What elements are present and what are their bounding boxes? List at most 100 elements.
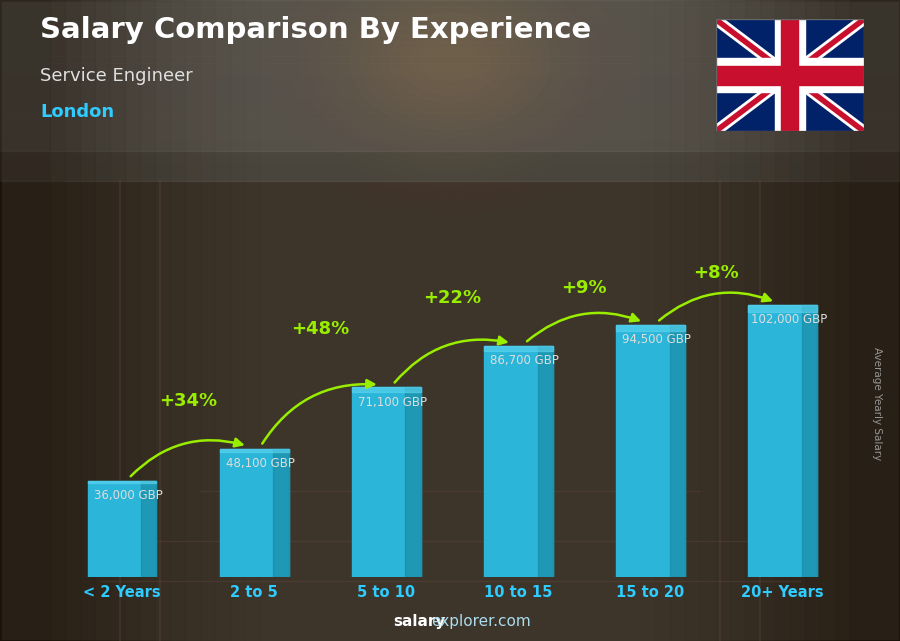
Bar	[0, 0, 900, 151]
Bar	[0, 28, 900, 35]
Bar	[0, 0, 125, 641]
Text: +9%: +9%	[562, 279, 608, 297]
Bar	[850, 0, 900, 641]
Bar	[0, 105, 900, 112]
Bar	[0, 112, 900, 119]
Bar	[716, 58, 864, 92]
Bar	[484, 345, 553, 577]
Bar	[802, 305, 816, 577]
Bar	[730, 0, 900, 641]
Bar	[0, 14, 900, 21]
Bar	[0, 0, 215, 641]
Text: 94,500 GBP: 94,500 GBP	[623, 333, 691, 346]
Bar	[640, 0, 900, 641]
Text: +8%: +8%	[694, 264, 739, 282]
Bar	[274, 449, 289, 577]
Bar	[616, 325, 685, 577]
Text: +22%: +22%	[423, 288, 482, 306]
Bar	[88, 481, 157, 577]
Bar	[781, 19, 798, 131]
Text: +48%: +48%	[291, 320, 349, 338]
Bar	[805, 0, 900, 641]
Bar	[406, 387, 420, 577]
Bar	[0, 49, 900, 56]
Bar	[0, 0, 245, 641]
Bar	[748, 305, 816, 577]
Bar	[0, 189, 900, 196]
Bar	[0, 126, 900, 133]
Bar	[0, 0, 65, 641]
Bar	[0, 56, 900, 63]
Text: +34%: +34%	[159, 392, 217, 410]
Bar	[685, 0, 900, 641]
Text: 86,700 GBP: 86,700 GBP	[491, 354, 559, 367]
Bar	[670, 325, 685, 577]
Bar	[0, 168, 900, 175]
Bar	[0, 203, 900, 210]
Text: salary: salary	[393, 615, 446, 629]
Bar	[0, 0, 80, 641]
Bar	[0, 91, 900, 98]
Bar	[0, 0, 50, 641]
Text: Salary Comparison By Experience: Salary Comparison By Experience	[40, 16, 592, 44]
Bar	[715, 0, 900, 641]
Bar	[790, 0, 900, 641]
Bar	[745, 0, 900, 641]
Bar	[0, 42, 900, 49]
Bar	[0, 147, 900, 154]
Bar	[0, 182, 900, 189]
Bar	[0, 0, 260, 641]
Bar	[0, 0, 170, 641]
Bar	[0, 84, 900, 91]
Bar	[141, 481, 157, 577]
Bar	[0, 0, 200, 641]
Bar	[0, 0, 110, 641]
Bar	[220, 449, 289, 577]
Text: explorer.com: explorer.com	[431, 615, 530, 629]
Bar	[88, 481, 157, 483]
Bar	[775, 19, 805, 131]
Bar	[0, 0, 900, 7]
Bar	[0, 154, 900, 161]
Bar	[820, 0, 900, 641]
Bar	[0, 175, 900, 182]
Bar	[0, 196, 900, 203]
Bar	[0, 0, 155, 641]
Bar	[0, 140, 900, 147]
Text: 102,000 GBP: 102,000 GBP	[751, 313, 827, 326]
Bar	[0, 0, 140, 641]
Text: 48,100 GBP: 48,100 GBP	[226, 457, 295, 470]
Bar	[0, 70, 900, 77]
Bar	[352, 387, 420, 577]
Bar	[220, 449, 289, 452]
Bar	[700, 0, 900, 641]
Bar	[670, 0, 900, 641]
Bar	[0, 161, 900, 168]
Text: 71,100 GBP: 71,100 GBP	[358, 396, 428, 409]
Bar	[775, 0, 900, 641]
Bar	[0, 98, 900, 105]
Bar	[0, 119, 900, 126]
Bar	[655, 0, 900, 641]
Bar	[0, 7, 900, 14]
Bar	[0, 63, 900, 70]
Bar	[537, 345, 553, 577]
Text: 36,000 GBP: 36,000 GBP	[94, 490, 163, 503]
Bar	[352, 387, 420, 392]
Bar	[0, 35, 900, 42]
Bar	[748, 305, 816, 312]
Bar	[0, 0, 95, 641]
Bar	[0, 21, 900, 28]
Bar	[616, 325, 685, 331]
Bar	[760, 0, 900, 641]
Bar	[0, 133, 900, 140]
Bar	[0, 0, 185, 641]
Bar	[484, 345, 553, 351]
Text: Average Yearly Salary: Average Yearly Salary	[872, 347, 883, 460]
Bar	[716, 65, 864, 85]
Bar	[835, 0, 900, 641]
Bar	[0, 0, 230, 641]
Text: London: London	[40, 103, 114, 121]
Bar	[0, 77, 900, 84]
Text: Service Engineer: Service Engineer	[40, 67, 194, 85]
